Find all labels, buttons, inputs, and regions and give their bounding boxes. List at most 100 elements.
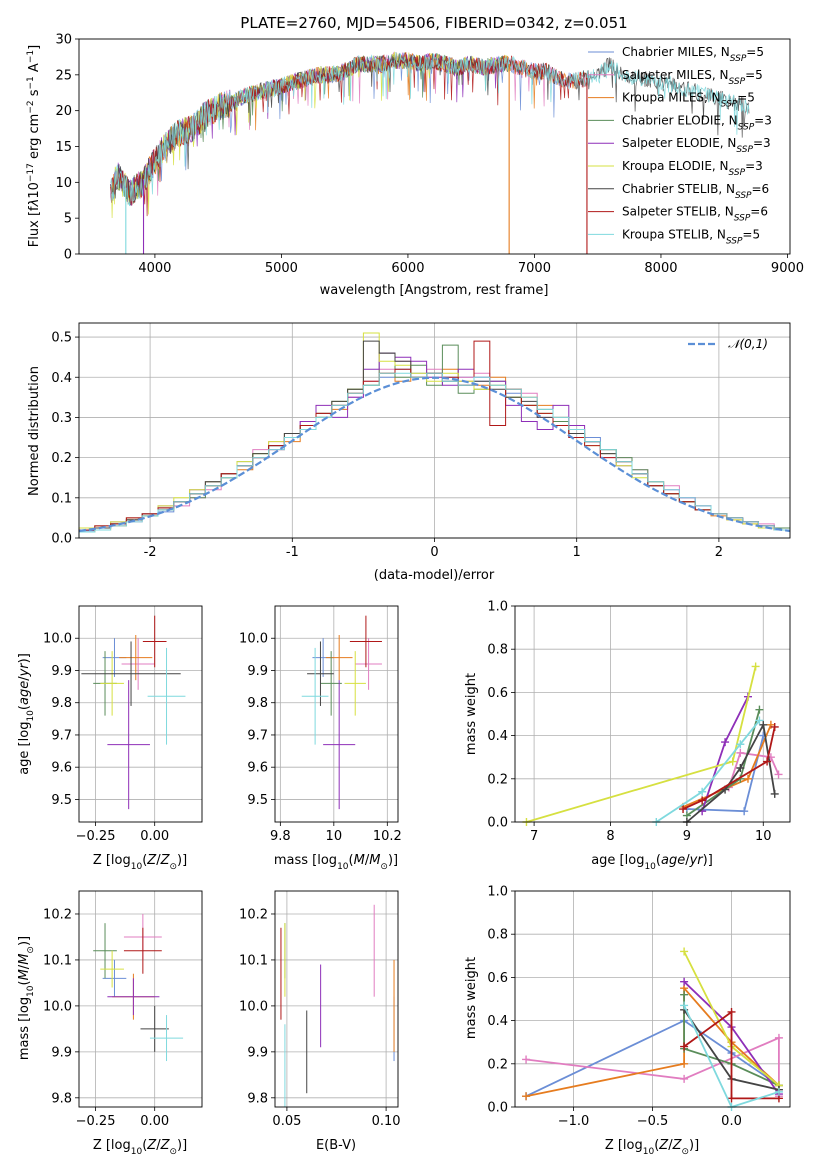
legend-label: Salpeter ELODIE, NSSP=3	[622, 136, 771, 155]
weight-marker	[680, 1074, 689, 1083]
weight-vs-age-x-label: age [log10(age/yr)]	[591, 853, 713, 872]
legend-label: Kroupa MILES, NSSP=5	[622, 91, 755, 110]
y-tick-label: 0.5	[51, 331, 72, 346]
y-tick-label: 30	[55, 33, 72, 48]
y-tick-label: 9.8	[247, 696, 268, 711]
weight-marker	[740, 807, 749, 816]
y-tick-label: 0.8	[487, 643, 508, 658]
x-tick-label: −0.25	[76, 1114, 116, 1129]
y-tick-label: 10.0	[43, 632, 72, 647]
spectrum-y-label: Flux [fλ10−17 erg cm−2 s−1 A−1]	[26, 45, 42, 247]
residual-plot-area: -2 -1 0 1 2 0.0 0.1 0.2 0.3 0.4 0.5	[51, 322, 791, 560]
x-tick-label: 7	[530, 829, 538, 844]
x-tick-label: 9000	[771, 261, 804, 276]
y-tick-label: 9.7	[247, 728, 268, 743]
mass-vs-metallicity-x-label: Z [log10(Z/Z⊙)]	[93, 1138, 187, 1157]
histogram-step	[78, 372, 790, 538]
y-tick-label: 1.0	[487, 600, 508, 615]
weight-marker	[736, 764, 745, 772]
y-tick-label: 9.6	[51, 761, 72, 776]
weight-marker	[755, 716, 764, 725]
age-vs-mass-panel: 9.8 10 10.2 9.5 9.6 9.7 9.8 9.9 10.0	[239, 605, 402, 844]
weight-marker	[698, 796, 707, 805]
y-tick-label: 9.9	[51, 664, 72, 679]
weight-line	[683, 1010, 779, 1100]
spectrum-panel: PLATE=2760, MJD=54506, FIBERID=0342, z=0…	[26, 14, 804, 298]
age-vs-metallicity-y-label: age [log10(age/yr)]	[17, 653, 36, 775]
weight-vs-metallicity-y-label: mass weight	[464, 957, 479, 1039]
weight-marker	[743, 774, 752, 783]
y-tick-label: 9.8	[247, 1091, 268, 1106]
x-tick-label: 10.2	[373, 829, 402, 844]
plot-frame	[274, 605, 399, 823]
x-tick-label: 2	[715, 545, 723, 560]
y-tick-label: 9.8	[51, 1091, 72, 1106]
legend-label: Chabrier MILES, NSSP=5	[622, 45, 764, 64]
weight-marker	[774, 1087, 783, 1096]
mass-vs-ebv-x-label: E(B-V)	[316, 1138, 356, 1153]
residual-panel: -2 -1 0 1 2 0.0 0.1 0.2 0.3 0.4 0.5 (data-model)/e…	[27, 322, 791, 583]
weight-marker	[774, 770, 783, 779]
x-tick-label: −0.25	[76, 829, 116, 844]
y-tick-label: 0.4	[487, 729, 508, 744]
spectrum-line	[110, 51, 588, 217]
weight-marker	[679, 805, 688, 814]
plot-frame	[78, 890, 203, 1108]
age-vs-metallicity-panel: −0.25 0.00 9.5 9.6 9.7 9.8 9.9 10.0	[43, 605, 203, 844]
y-tick-label: 9.8	[51, 696, 72, 711]
weight-marker	[759, 720, 768, 729]
y-tick-label: 0.4	[51, 371, 72, 386]
y-tick-label: 9.6	[247, 761, 268, 776]
weight-marker	[727, 1007, 736, 1016]
y-tick-label: 10.1	[43, 953, 72, 968]
x-tick-label: 9.8	[270, 829, 291, 844]
plot-frame	[514, 890, 791, 1108]
x-tick-label: 0.0	[721, 1114, 742, 1129]
plot-frame	[78, 605, 203, 823]
legend-label: Salpeter MILES, NSSP=5	[622, 68, 763, 87]
plot-frame	[274, 890, 399, 1108]
weight-marker	[522, 1055, 531, 1064]
y-tick-label: 0.0	[51, 532, 72, 547]
y-tick-label: 0.6	[487, 686, 508, 701]
y-tick-label: 0.8	[487, 928, 508, 943]
x-tick-label: 7000	[518, 261, 551, 276]
mass-vs-metallicity-panel: −0.25 0.00 9.8 9.9 10.0 10.1 10.2	[43, 890, 203, 1129]
weight-marker	[751, 662, 760, 671]
age-vs-mass-x-label: mass [log10(M/M⊙)]	[274, 853, 398, 872]
y-tick-label: 0	[64, 248, 72, 263]
y-tick-label: 0.0	[487, 816, 508, 831]
legend-label: Chabrier ELODIE, NSSP=3	[622, 113, 772, 132]
weight-marker	[680, 977, 689, 986]
x-tick-label: 6000	[391, 261, 424, 276]
x-tick-label: 0.00	[140, 1114, 169, 1129]
weight-line	[526, 666, 757, 823]
y-tick-label: 10.0	[43, 999, 72, 1014]
y-tick-label: 1.0	[487, 885, 508, 900]
weight-marker	[736, 740, 745, 749]
y-tick-label: 0.2	[487, 1057, 508, 1072]
residual-legend: 𝒩(0,1)	[688, 337, 768, 351]
residual-y-label: Normed distribution	[27, 366, 42, 496]
weight-line	[525, 1019, 780, 1098]
weight-line	[682, 726, 776, 810]
weight-marker	[680, 1059, 689, 1068]
weight-line	[728, 751, 780, 788]
weight-marker	[522, 1092, 531, 1101]
plot-frame	[78, 38, 791, 255]
x-tick-label: 0.00	[140, 829, 169, 844]
y-tick-label: 0.1	[51, 491, 72, 506]
weight-marker	[770, 789, 779, 798]
weight-marker	[736, 748, 745, 757]
x-tick-label: 4000	[138, 261, 171, 276]
normal-reference-curve	[78, 376, 791, 533]
weight-marker	[728, 757, 737, 766]
legend-label: Kroupa STELIB, NSSP=5	[622, 227, 760, 246]
y-tick-label: 9.9	[247, 664, 268, 679]
spectrum-line	[110, 52, 750, 207]
weight-vs-metallicity-panel: −1.0 −0.5 0.0 0.0 0.2 0.4 0.6 0.8 1.0	[487, 885, 791, 1129]
spectrum-line	[110, 53, 750, 206]
y-tick-label: 10.0	[239, 999, 268, 1014]
y-tick-label: 0.6	[487, 971, 508, 986]
weight-marker	[680, 947, 689, 956]
